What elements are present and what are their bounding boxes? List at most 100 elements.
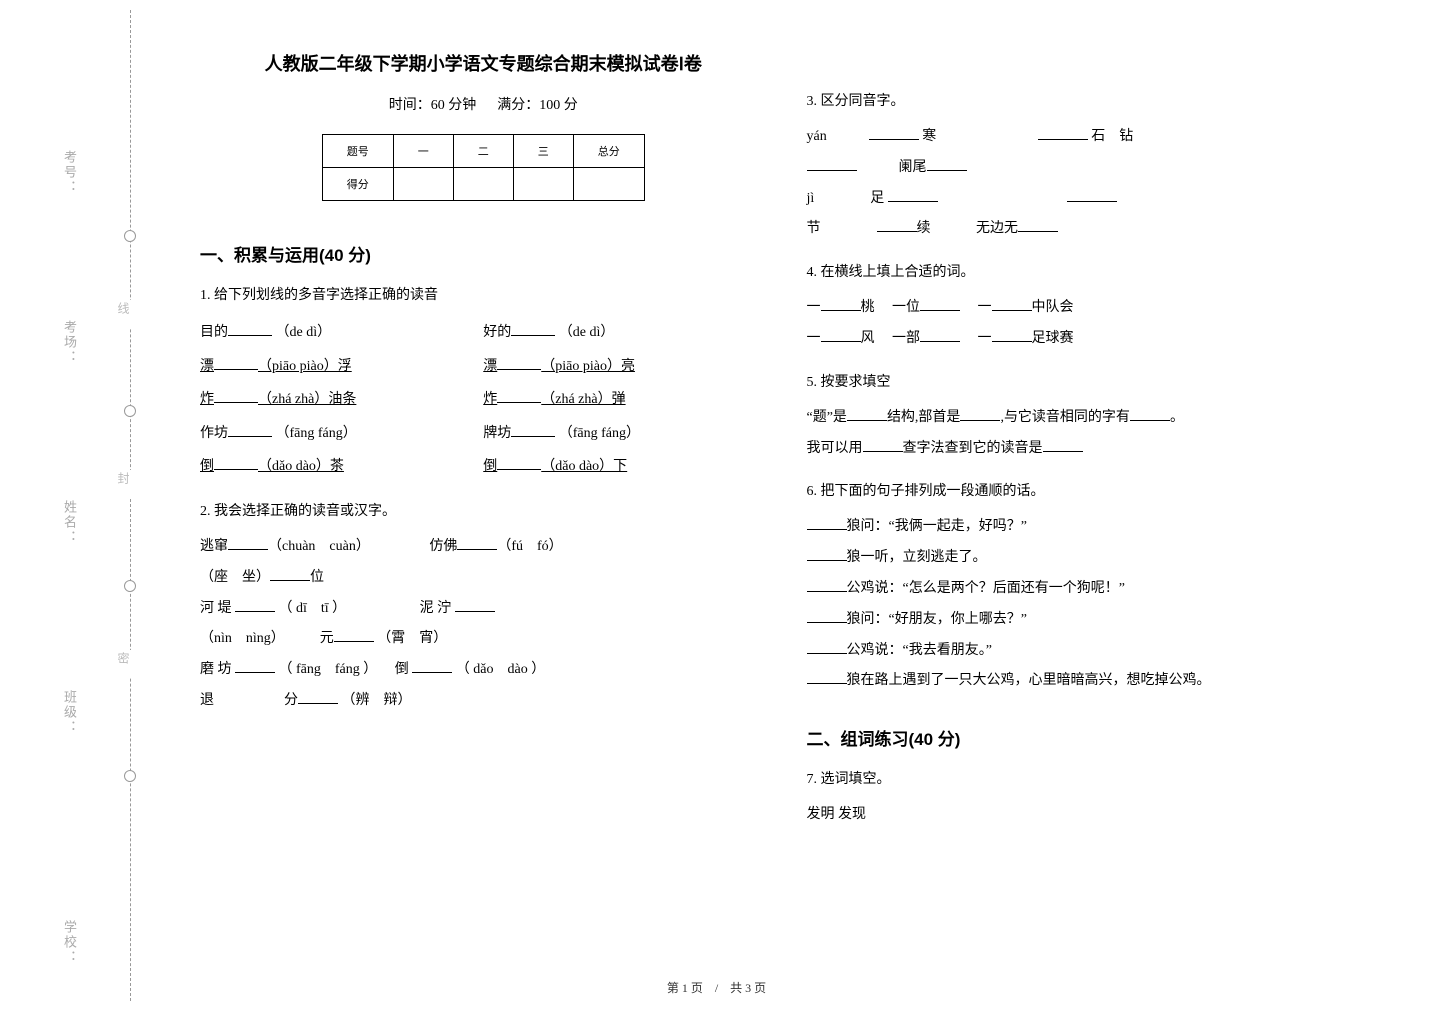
q6-line: 狼一听，立刻逃走了。 xyxy=(807,543,1374,574)
blank[interactable] xyxy=(1043,436,1083,451)
question-stem: 1. 给下列划线的多音字选择正确的读音 xyxy=(200,284,767,304)
q1-pinyin: （fāng fáng） xyxy=(276,426,357,441)
blank[interactable] xyxy=(1130,405,1170,420)
q2-word: 磨 坊 xyxy=(200,662,232,677)
blank[interactable] xyxy=(228,321,272,336)
q1-word: 目的 xyxy=(200,325,228,340)
q2-word: 河 堤 xyxy=(200,601,232,616)
binding-margin: 考号： 考场： 姓名： 班级： 学校： 线 封 密 xyxy=(0,0,170,1011)
seal-line-char: 线 xyxy=(115,300,132,328)
q1-item: 好的 （de dì） xyxy=(483,316,766,350)
binding-hole xyxy=(124,580,136,592)
blank[interactable] xyxy=(228,535,268,550)
q6-line: 狼问：“好朋友，你上哪去？” xyxy=(807,605,1374,636)
q4-text: 一 xyxy=(978,300,992,315)
q4-text: 中队会 xyxy=(1032,300,1074,315)
blank[interactable] xyxy=(270,565,310,580)
blank[interactable] xyxy=(455,596,495,611)
blank[interactable] xyxy=(992,296,1032,311)
blank[interactable] xyxy=(497,388,541,403)
blank[interactable] xyxy=(497,354,541,369)
q3-char: 无边无 xyxy=(976,221,1018,236)
blank[interactable] xyxy=(214,388,258,403)
binding-dash-line xyxy=(130,10,131,1001)
blank[interactable] xyxy=(888,186,938,201)
blank[interactable] xyxy=(214,354,258,369)
q1-pinyin: （piāo piào）亮 xyxy=(541,359,635,374)
blank[interactable] xyxy=(807,546,847,561)
blank[interactable] xyxy=(412,658,452,673)
q1-word: 牌坊 xyxy=(483,426,511,441)
q1-word: 炸 xyxy=(483,392,497,407)
blank[interactable] xyxy=(511,321,555,336)
blank[interactable] xyxy=(228,421,272,436)
q3-row: 阑尾 xyxy=(807,153,1374,184)
blank[interactable] xyxy=(863,436,903,451)
q6-text: 狼一听，立刻逃走了。 xyxy=(847,550,987,565)
blank[interactable] xyxy=(960,405,1000,420)
question-stem: 4. 在横线上填上合适的词。 xyxy=(807,261,1374,281)
blank[interactable] xyxy=(235,658,275,673)
blank[interactable] xyxy=(807,638,847,653)
blank[interactable] xyxy=(821,327,861,342)
blank[interactable] xyxy=(807,669,847,684)
q1-pinyin: （de dì） xyxy=(276,325,332,340)
score-table-score-row: 得分 xyxy=(322,168,644,201)
q3-row: jì 足 xyxy=(807,184,1374,215)
blank[interactable] xyxy=(214,455,258,470)
q5-text: “题”是 xyxy=(807,410,847,425)
blank[interactable] xyxy=(869,125,919,140)
blank[interactable] xyxy=(807,515,847,530)
q6-text: 公鸡说：“我去看朋友。” xyxy=(847,643,992,658)
blank[interactable] xyxy=(511,421,555,436)
blank[interactable] xyxy=(920,327,960,342)
blank[interactable] xyxy=(920,296,960,311)
q3-pinyin: yán xyxy=(807,129,827,144)
q1-word: 好的 xyxy=(483,325,511,340)
q6-line: 公鸡说：“我去看朋友。” xyxy=(807,636,1374,667)
q2-opt: （ fāng fáng ） xyxy=(279,662,378,677)
blank[interactable] xyxy=(1038,125,1088,140)
blank[interactable] xyxy=(497,455,541,470)
binding-label: 姓名： xyxy=(60,500,79,545)
blank[interactable] xyxy=(992,327,1032,342)
q1-item: 炸 （zhá zhà）弹 xyxy=(483,383,766,417)
blank[interactable] xyxy=(821,296,861,311)
blank[interactable] xyxy=(877,217,917,232)
paper-title: 人教版二年级下学期小学语文专题综合期末模拟试卷Ⅰ卷 xyxy=(200,50,767,76)
blank[interactable] xyxy=(298,689,338,704)
score-table-cell xyxy=(513,168,573,201)
blank[interactable] xyxy=(807,155,857,170)
blank[interactable] xyxy=(334,627,374,642)
score-table-cell: 一 xyxy=(393,135,453,168)
q2-word: 元 xyxy=(320,631,334,646)
blank[interactable] xyxy=(235,596,275,611)
blank[interactable] xyxy=(1018,217,1058,232)
q4-text: 风 xyxy=(861,331,875,346)
blank[interactable] xyxy=(927,155,967,170)
binding-hole xyxy=(124,405,136,417)
blank[interactable] xyxy=(807,607,847,622)
q1-pinyin: （zhá zhà）弹 xyxy=(541,392,625,407)
q6-text: 狼在路上遇到了一只大公鸡，心里暗暗高兴，想吃掉公鸡。 xyxy=(847,673,1211,688)
q2-word: 分 xyxy=(284,693,298,708)
q1-item: 炸（zhá zhà）油条 xyxy=(200,383,483,417)
q1-items: 目的 （de dì） 好的 （de dì） 漂（piāo piào）浮 漂（pi… xyxy=(200,316,767,484)
binding-label: 班级： xyxy=(60,690,79,735)
q1-item: 漂（piāo piào）亮 xyxy=(483,350,766,384)
paper-subtitle: 时间：60 分钟 满分：100 分 xyxy=(200,94,767,114)
q3-char: 石 xyxy=(1091,129,1105,144)
q1-word: 漂 xyxy=(200,359,214,374)
blank[interactable] xyxy=(847,405,887,420)
blank[interactable] xyxy=(1067,186,1117,201)
q2-word: 退 xyxy=(200,693,214,708)
q6-line: 公鸡说：“怎么是两个？后面还有一个狗呢！” xyxy=(807,574,1374,605)
blank[interactable] xyxy=(457,535,497,550)
q4-row: 一桃 一位 一中队会 xyxy=(807,293,1374,324)
score-table-cell: 二 xyxy=(453,135,513,168)
q2-row: 河 堤 （ dī tī ） 泥 泞 xyxy=(200,594,767,625)
q3-pinyin: jì xyxy=(807,191,815,206)
question-stem: 7. 选词填空。 xyxy=(807,768,1374,788)
q2-opt: （ dǎo dào ） xyxy=(456,662,545,677)
blank[interactable] xyxy=(807,577,847,592)
